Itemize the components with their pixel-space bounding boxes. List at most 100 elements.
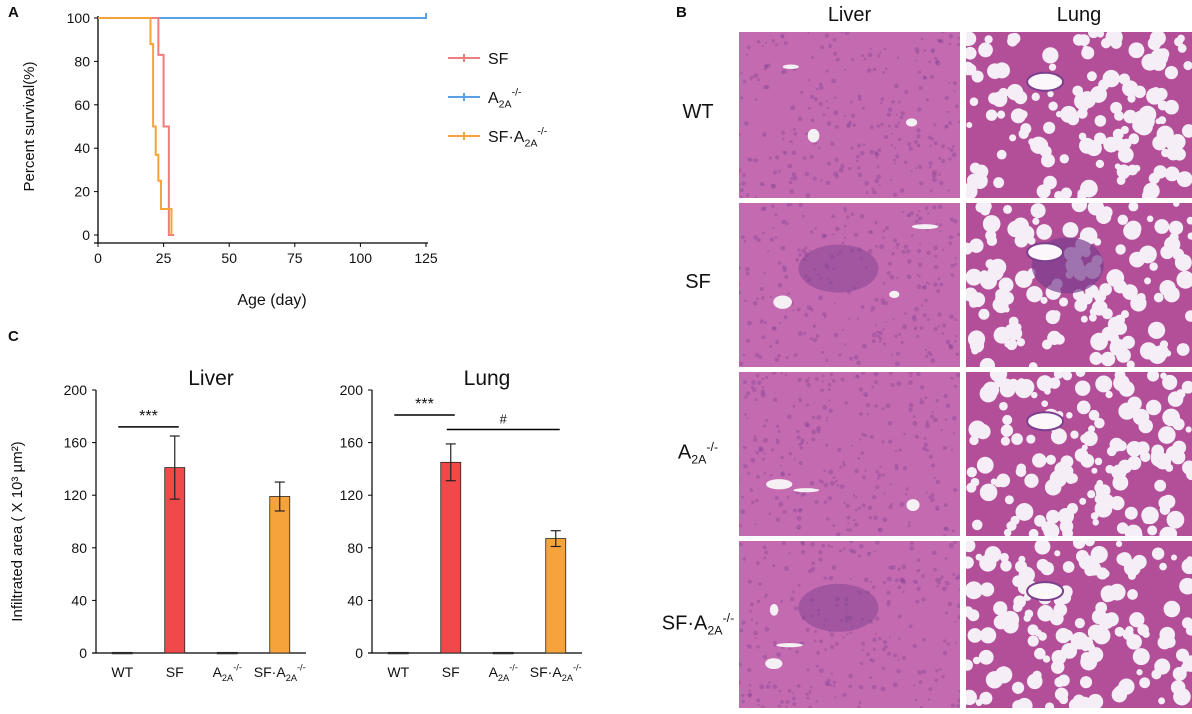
nucleus	[878, 636, 882, 641]
nucleus	[787, 292, 790, 296]
nucleus	[802, 491, 807, 496]
nucleus	[838, 549, 843, 553]
nucleus	[742, 353, 746, 357]
nucleus	[770, 183, 775, 188]
alveolus	[1186, 468, 1192, 481]
nucleus	[740, 72, 743, 75]
nucleus	[824, 648, 828, 652]
nucleus	[804, 312, 809, 318]
alveolus	[1059, 297, 1069, 307]
nucleus	[850, 212, 855, 216]
nucleus	[796, 429, 800, 434]
nucleus	[811, 415, 816, 420]
nucleus	[810, 118, 815, 123]
alveolus	[973, 425, 985, 437]
alveolus	[1029, 136, 1048, 154]
nucleus	[914, 328, 917, 331]
nucleus	[810, 566, 816, 572]
nucleus	[759, 447, 764, 453]
nucleus	[922, 286, 926, 289]
nucleus	[899, 448, 903, 451]
alveolus	[1137, 624, 1149, 636]
bar	[387, 651, 409, 655]
nucleus	[848, 528, 852, 532]
alveolus	[971, 346, 979, 355]
nucleus	[949, 314, 954, 320]
alveolus	[1094, 547, 1104, 557]
nucleus	[881, 666, 885, 671]
alveolus	[1073, 34, 1085, 46]
alveolus	[975, 203, 987, 213]
nucleus	[858, 506, 862, 510]
y-tick-label: 0	[355, 645, 363, 661]
alveolus	[1177, 43, 1187, 53]
nucleus	[876, 124, 880, 128]
nucleus	[880, 122, 884, 127]
alveolus	[1135, 117, 1153, 136]
lung-histology-image	[966, 203, 1192, 367]
alveolus	[1045, 702, 1055, 708]
nucleus	[804, 378, 810, 384]
nucleus	[746, 391, 751, 396]
nucleus	[948, 121, 952, 125]
alveolus	[1164, 99, 1179, 115]
nucleus	[932, 205, 937, 210]
nucleus	[741, 620, 746, 625]
nucleus	[791, 150, 797, 156]
nucleus	[894, 162, 897, 165]
nucleus	[869, 434, 874, 440]
nucleus	[824, 233, 828, 238]
chart-title: Liver	[188, 367, 234, 390]
nucleus	[793, 458, 796, 461]
nucleus	[815, 664, 819, 668]
nucleus	[739, 133, 741, 136]
alveolus	[1030, 203, 1046, 219]
nucleus	[832, 233, 835, 236]
alveolus	[985, 230, 997, 242]
nucleus	[943, 639, 947, 643]
alveolus	[1160, 245, 1175, 260]
nucleus	[900, 341, 904, 345]
nucleus	[903, 432, 906, 436]
nucleus	[832, 684, 836, 688]
alveolus	[970, 292, 986, 308]
nucleus	[853, 232, 859, 238]
nucleus	[828, 469, 834, 475]
nucleus	[954, 318, 957, 322]
nucleus	[861, 503, 866, 508]
alveolus	[1050, 428, 1067, 445]
alveolus	[1127, 396, 1142, 411]
nucleus	[954, 641, 957, 644]
nucleus	[830, 254, 835, 259]
nucleus	[894, 578, 899, 583]
nucleus	[920, 37, 924, 41]
alveolus	[1162, 374, 1178, 390]
nucleus	[904, 493, 908, 496]
nucleus	[850, 146, 854, 150]
nucleus	[765, 418, 769, 423]
nucleus	[830, 286, 834, 290]
vessel-lumen	[782, 64, 799, 69]
nucleus	[930, 358, 936, 363]
nucleus	[760, 392, 766, 398]
nucleus	[873, 515, 878, 521]
nucleus	[952, 541, 958, 545]
nucleus	[915, 580, 919, 584]
nucleus	[924, 423, 930, 429]
nucleus	[866, 413, 869, 416]
nucleus	[885, 403, 891, 409]
nucleus	[830, 141, 835, 147]
nucleus	[798, 461, 804, 466]
nucleus	[844, 615, 849, 620]
nucleus	[938, 39, 942, 43]
nucleus	[755, 373, 760, 378]
nucleus	[795, 257, 800, 262]
nucleus	[785, 699, 790, 704]
nucleus	[755, 498, 759, 503]
nucleus	[828, 408, 833, 413]
nucleus	[780, 471, 785, 476]
nucleus	[749, 487, 752, 490]
nucleus	[846, 122, 852, 127]
nucleus	[825, 100, 828, 103]
nucleus	[946, 110, 950, 114]
